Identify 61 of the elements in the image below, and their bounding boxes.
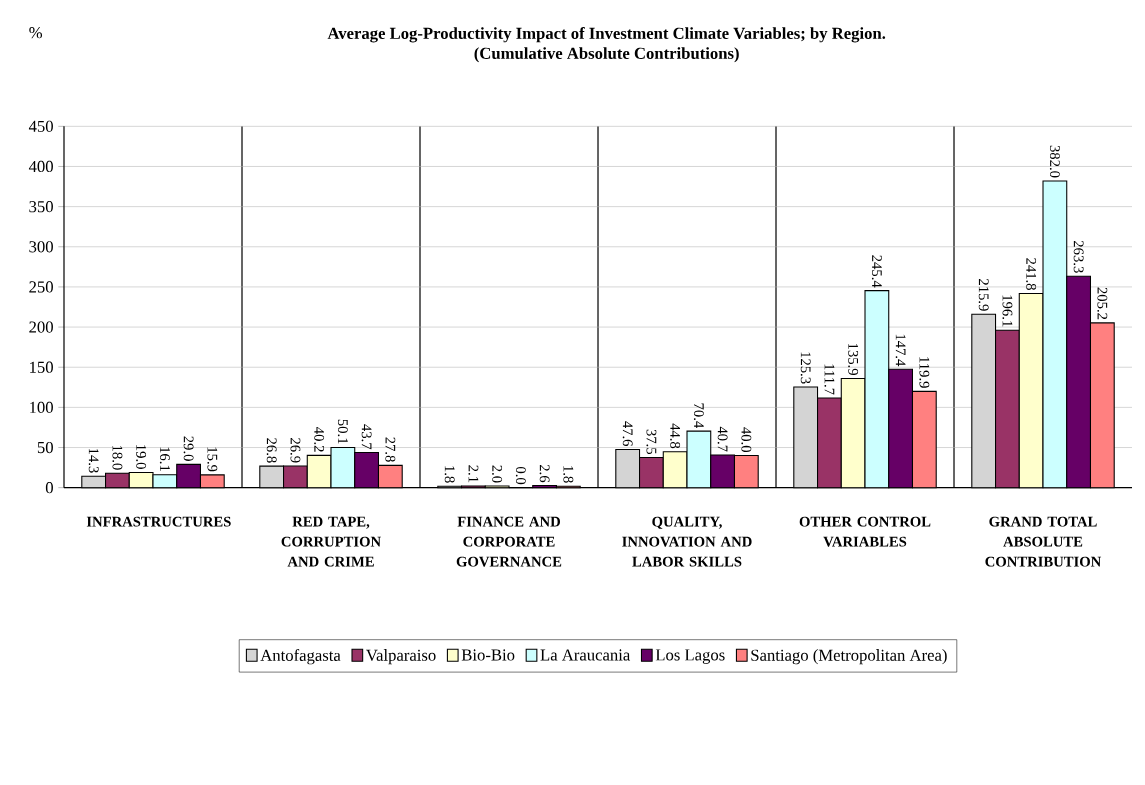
data-label: 2.0 [492,465,503,483]
data-label: 50.1 [337,419,348,444]
data-label: 0.0 [515,466,526,485]
y-tick-label: 250 [29,281,53,293]
data-label: 119.9 [919,357,930,388]
data-label: 263.3 [1073,240,1084,273]
data-label: 241.8 [1026,258,1037,291]
data-label: 15.9 [207,447,218,472]
data-label: 26.9 [290,438,301,463]
data-label: 147.4 [895,334,906,367]
data-label: 135.9 [848,343,859,376]
chart-subtitle: (Cumulative Absolute Contributions) [474,47,739,63]
data-label: 125.3 [800,352,811,384]
x-tick-label: GRAND TOTAL ABSOLUTE CONTRIBUTION [985,516,1102,567]
x-tick-label: INFRASTRUCTURES [86,516,231,527]
data-label: 19.0 [136,445,147,469]
x-tick-label: FINANCE AND CORPORATE GOVERNANCE [456,516,562,567]
data-label: 245.4 [871,255,882,288]
data-label: 215.9 [978,279,989,311]
y-axis-title: % [29,27,43,39]
legend-label: La Araucania [540,649,631,661]
data-label: 40.2 [314,427,325,452]
legend-label: Valparaiso [366,649,436,665]
x-tick-label: RED TAPE, CORRUPTION AND CRIME [281,516,381,567]
y-tick-label: 100 [30,401,53,413]
data-label: 26.8 [266,438,277,463]
legend-label: Bio-Bio [461,649,515,661]
y-tick-label: 400 [28,160,53,173]
data-label: 2.1 [468,465,479,483]
data-label: 47.6 [622,421,633,447]
y-tick-label: 150 [30,361,53,373]
x-tick-label: OTHER CONTROL VARIABLES [799,516,931,547]
data-label: 2.6 [539,464,550,483]
data-label: 27.8 [385,437,396,462]
data-label: 43.7 [361,424,372,450]
data-label: 18.0 [112,445,123,470]
chart-title: Average Log-Productivity Impact of Investment Climate Variables; by Region. [327,27,886,43]
data-label: 205.2 [1097,287,1108,320]
data-label: 1.8 [563,466,574,483]
data-label: 382.0 [1049,145,1060,178]
legend-label: Los Lagos [655,649,725,664]
data-label: 16.1 [159,447,170,471]
data-label: 14.3 [88,448,99,473]
data-label: 70.4 [693,403,704,428]
y-tick-label: 300 [29,241,53,253]
y-tick-label: 350 [29,201,53,213]
y-tick-label: 50 [37,441,53,454]
data-label: 40.0 [741,427,752,453]
data-label: 196.1 [1002,295,1013,327]
data-label: 44.8 [670,423,681,449]
data-label: 40.7 [717,426,728,452]
x-tick-label: QUALITY, INNOVATION AND LABOR SKILLS [622,516,752,567]
data-label: 111.7 [824,364,835,395]
y-tick-label: 450 [28,120,53,132]
legend-label: Antofagasta [260,649,341,665]
data-label: 37.5 [646,429,657,455]
y-tick-label: 0 [45,482,53,494]
y-tick-label: 200 [29,321,53,333]
data-label: 29.0 [183,436,194,461]
legend-label: Santiago (Metropolitan Area) [751,649,947,665]
data-label: 1.8 [444,466,455,483]
